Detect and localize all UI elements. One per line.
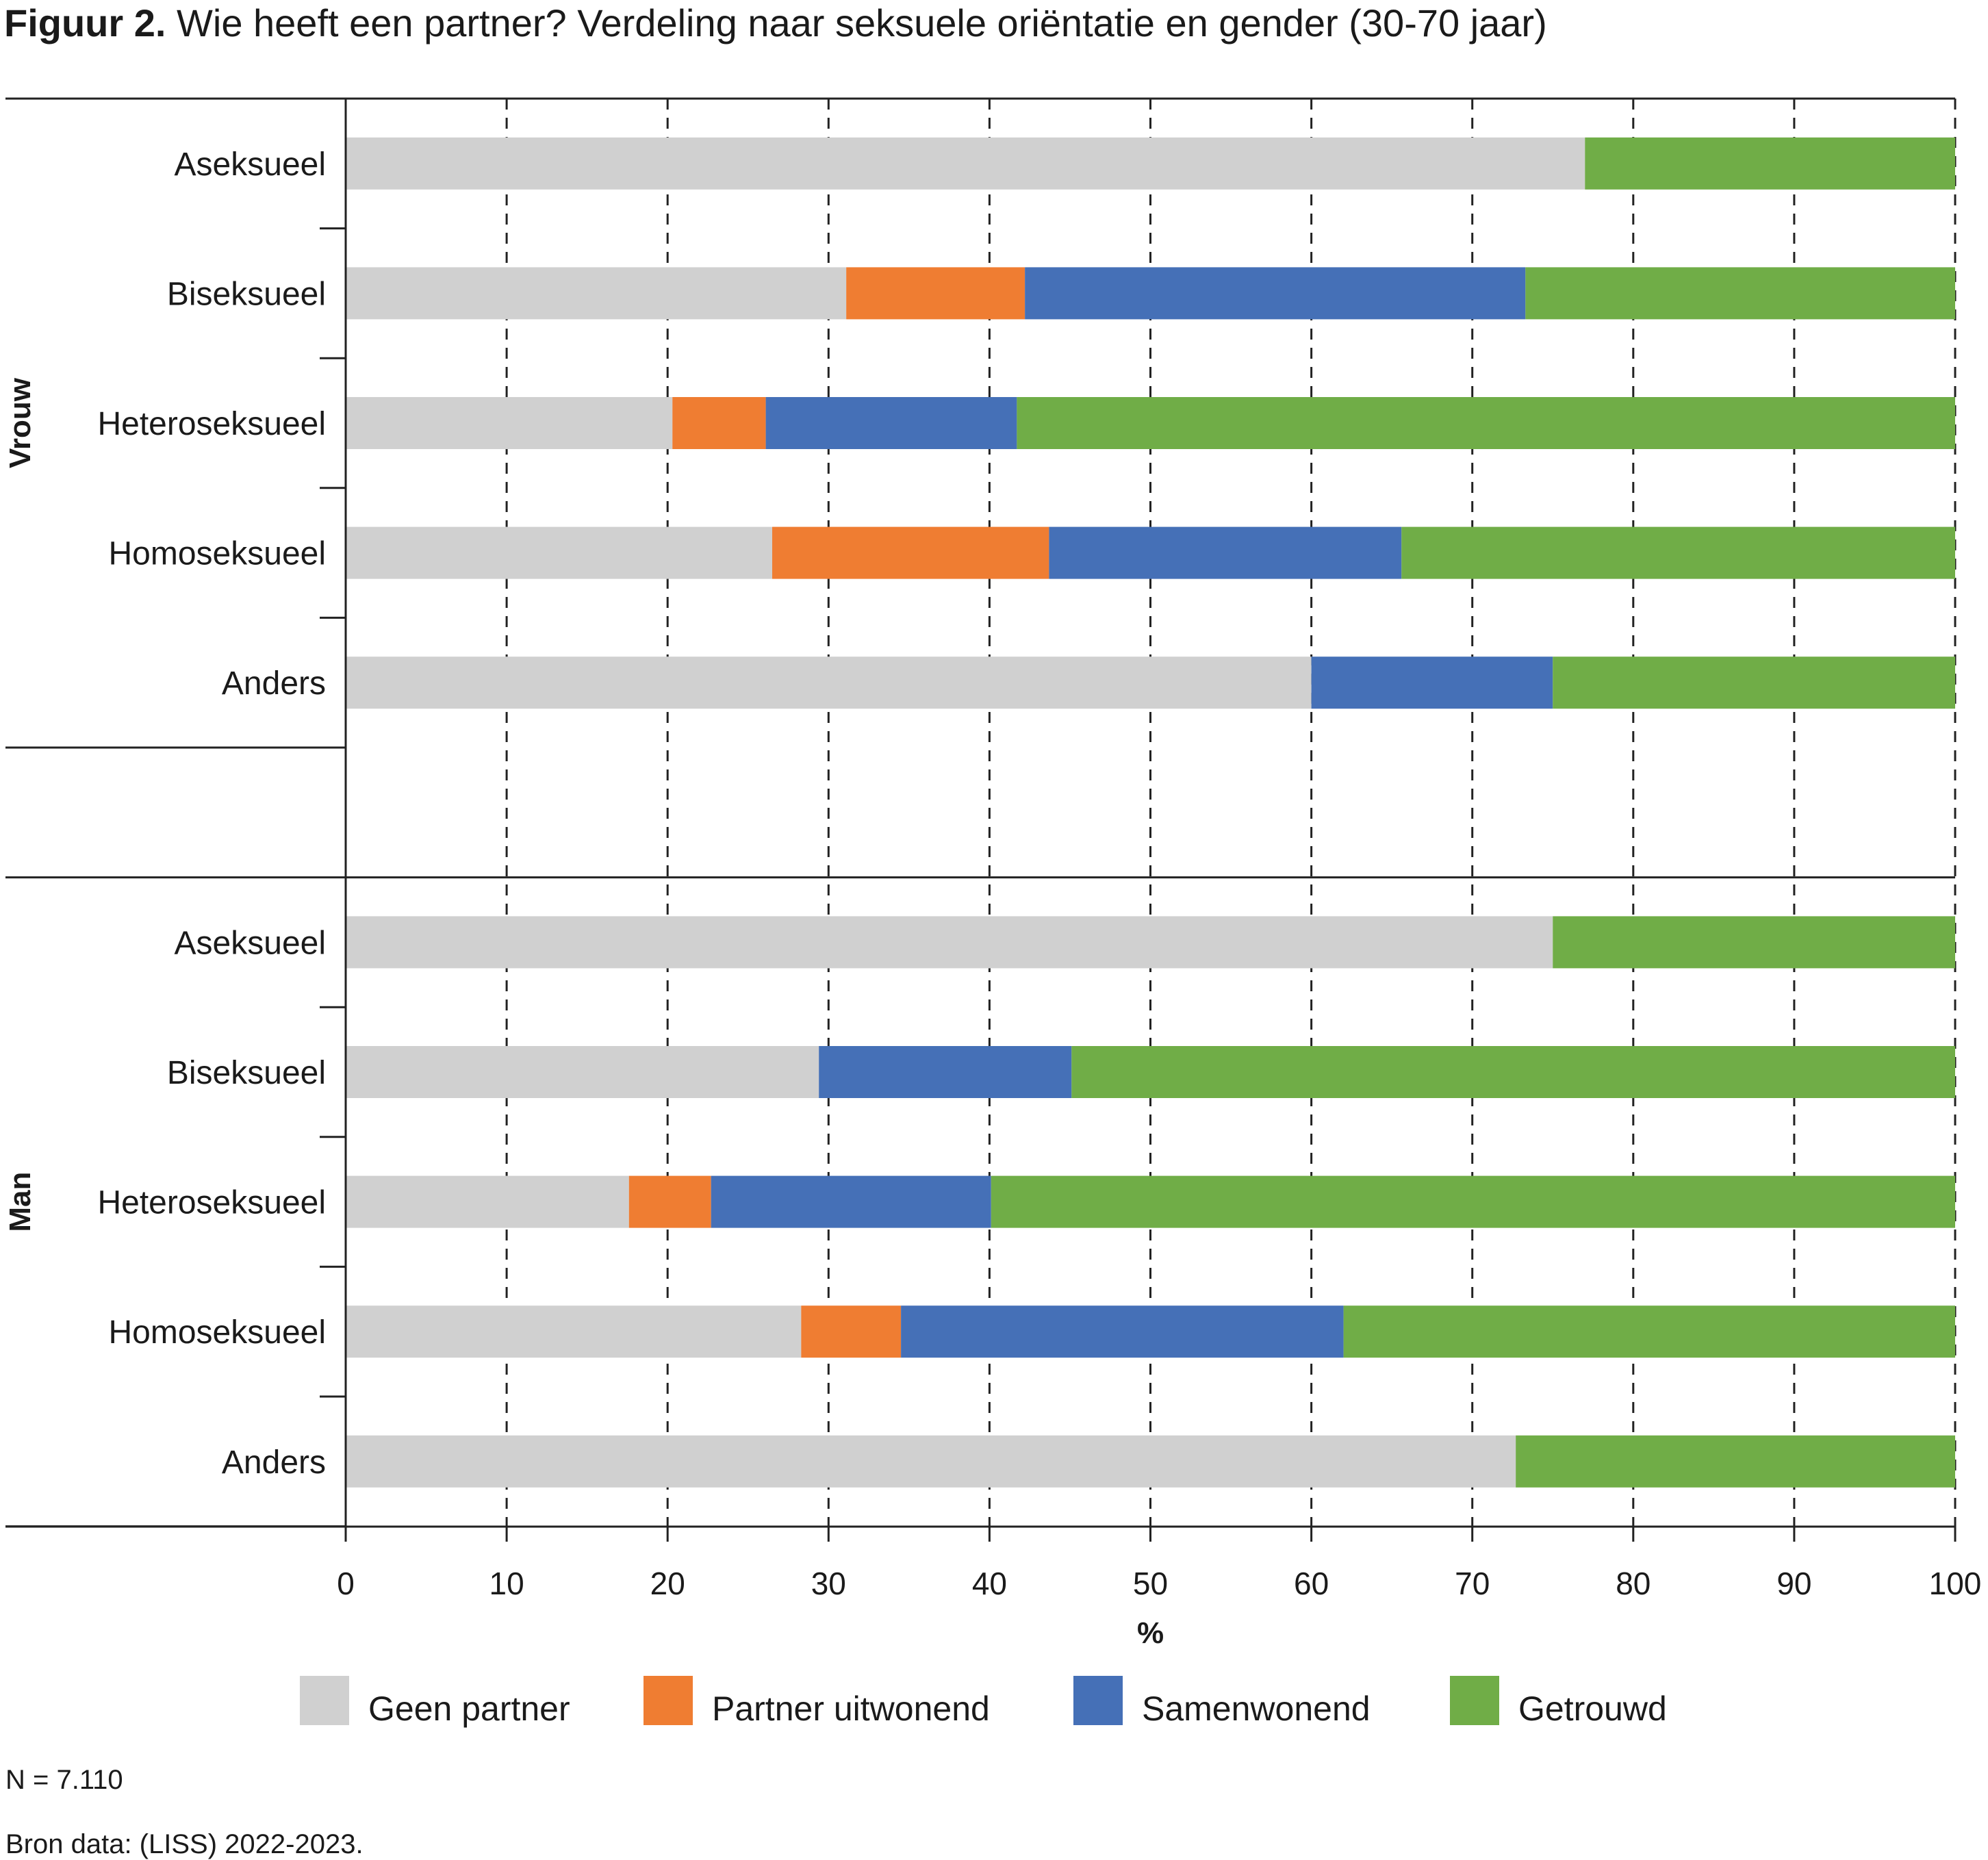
legend-item-getrouwd: Getrouwd (1450, 1676, 1667, 1728)
category-label-man-aseksueel: Aseksueel (175, 925, 326, 961)
category-label-vrouw-homoseksueel: Homoseksueel (109, 536, 326, 572)
sample-size-note: N = 7.110 (5, 1765, 123, 1795)
bar-vrouw-biseksueel-geen-partner (346, 267, 847, 320)
bar-man-homoseksueel-partner-uitwonend (801, 1305, 902, 1358)
bar-man-anders-geen-partner (346, 1435, 1516, 1488)
legend-swatch-geen-partner (300, 1676, 349, 1725)
category-label-vrouw-aseksueel: Aseksueel (175, 146, 326, 183)
source-note: Bron data: (LISS) 2022-2023. (5, 1829, 364, 1859)
category-label-vrouw-anders: Anders (222, 665, 326, 702)
legend-item-partner-uitwonend: Partner uitwonend (643, 1676, 990, 1728)
x-tick-label-80: 80 (1616, 1566, 1651, 1601)
bar-man-heteroseksueel-samenwonend (711, 1175, 991, 1228)
legend-swatch-partner-uitwonend (643, 1676, 693, 1725)
group-label-vrouw: Vrouw (3, 377, 37, 468)
category-label-man-anders: Anders (222, 1444, 326, 1481)
bar-vrouw-biseksueel-getrouwd (1525, 267, 1955, 320)
figure-number: Figuur 2. (4, 1, 166, 44)
bar-vrouw-homoseksueel-getrouwd (1401, 526, 1955, 579)
bar-man-heteroseksueel-geen-partner (346, 1175, 629, 1228)
chart-title: Figuur 2. Wie heeft een partner? Verdeli… (4, 0, 1547, 47)
bar-vrouw-heteroseksueel-samenwonend (765, 397, 1017, 449)
stacked-bar-chart: Aseksueel Biseksueel Heteroseksueel Homosek… (3, 97, 1982, 1650)
bar-vrouw-anders-samenwonend (1311, 657, 1553, 709)
bar-vrouw-anders-geen-partner (346, 657, 1312, 709)
bar-man-aseksueel-geen-partner (346, 916, 1553, 969)
bar-vrouw-homoseksueel-samenwonend (1049, 526, 1402, 579)
category-label-man-heteroseksueel: Heteroseksueel (97, 1185, 326, 1221)
bar-vrouw-biseksueel-samenwonend (1025, 267, 1526, 320)
x-tick-label-10: 10 (489, 1566, 524, 1601)
x-tick-label-70: 70 (1455, 1566, 1490, 1601)
legend-swatch-samenwonend (1073, 1676, 1123, 1725)
legend-item-geen-partner: Geen partner (300, 1676, 570, 1728)
bar-vrouw-heteroseksueel-getrouwd (1017, 397, 1955, 449)
bar-man-heteroseksueel-getrouwd (991, 1175, 1955, 1228)
x-tick-label-90: 90 (1776, 1566, 1811, 1601)
legend-label-partner-uitwonend: Partner uitwonend (712, 1690, 990, 1728)
category-label-vrouw-heteroseksueel: Heteroseksueel (97, 406, 326, 442)
figure-title-text: Wie heeft een partner? Verdeling naar se… (177, 1, 1547, 44)
bar-man-biseksueel-getrouwd (1071, 1046, 1955, 1098)
bar-vrouw-biseksueel-partner-uitwonend (846, 267, 1025, 320)
bar-man-homoseksueel-geen-partner (346, 1305, 802, 1358)
legend-label-samenwonend: Samenwonend (1142, 1690, 1371, 1728)
bar-man-biseksueel-samenwonend (819, 1046, 1072, 1098)
chart-legend: Geen partner Partner uitwonend Samenwone… (0, 1676, 1988, 1731)
legend-label-geen-partner: Geen partner (368, 1690, 570, 1728)
x-tick-label-0: 0 (337, 1566, 355, 1601)
bar-man-homoseksueel-samenwonend (901, 1305, 1344, 1358)
x-tick-label-30: 30 (811, 1566, 846, 1601)
legend-item-samenwonend: Samenwonend (1073, 1676, 1371, 1728)
bar-man-aseksueel-getrouwd (1553, 916, 1955, 969)
category-label-vrouw-biseksueel: Biseksueel (167, 276, 326, 312)
x-tick-label-100: 100 (1929, 1566, 1982, 1601)
x-axis-label: % (1137, 1616, 1164, 1650)
bar-vrouw-anders-getrouwd (1553, 657, 1955, 709)
bar-man-homoseksueel-getrouwd (1343, 1305, 1955, 1358)
x-tick-label-40: 40 (972, 1566, 1007, 1601)
category-label-man-homoseksueel: Homoseksueel (109, 1314, 326, 1351)
bar-vrouw-homoseksueel-partner-uitwonend (772, 526, 1049, 579)
x-tick-label-20: 20 (650, 1566, 685, 1601)
category-label-man-biseksueel: Biseksueel (167, 1055, 326, 1091)
x-tick-label-60: 60 (1294, 1566, 1329, 1601)
bar-man-anders-getrouwd (1516, 1435, 1955, 1488)
x-tick-label-50: 50 (1133, 1566, 1168, 1601)
bar-vrouw-heteroseksueel-partner-uitwonend (672, 397, 766, 449)
bar-man-heteroseksueel-partner-uitwonend (628, 1175, 711, 1228)
legend-label-getrouwd: Getrouwd (1518, 1690, 1667, 1728)
bar-vrouw-aseksueel-getrouwd (1585, 137, 1955, 190)
bar-vrouw-heteroseksueel-geen-partner (346, 397, 673, 449)
bar-vrouw-homoseksueel-geen-partner (346, 526, 773, 579)
bar-vrouw-aseksueel-geen-partner (346, 137, 1585, 190)
bar-man-biseksueel-geen-partner (346, 1046, 819, 1098)
group-label-man: Man (3, 1172, 37, 1232)
legend-swatch-getrouwd (1450, 1676, 1499, 1725)
